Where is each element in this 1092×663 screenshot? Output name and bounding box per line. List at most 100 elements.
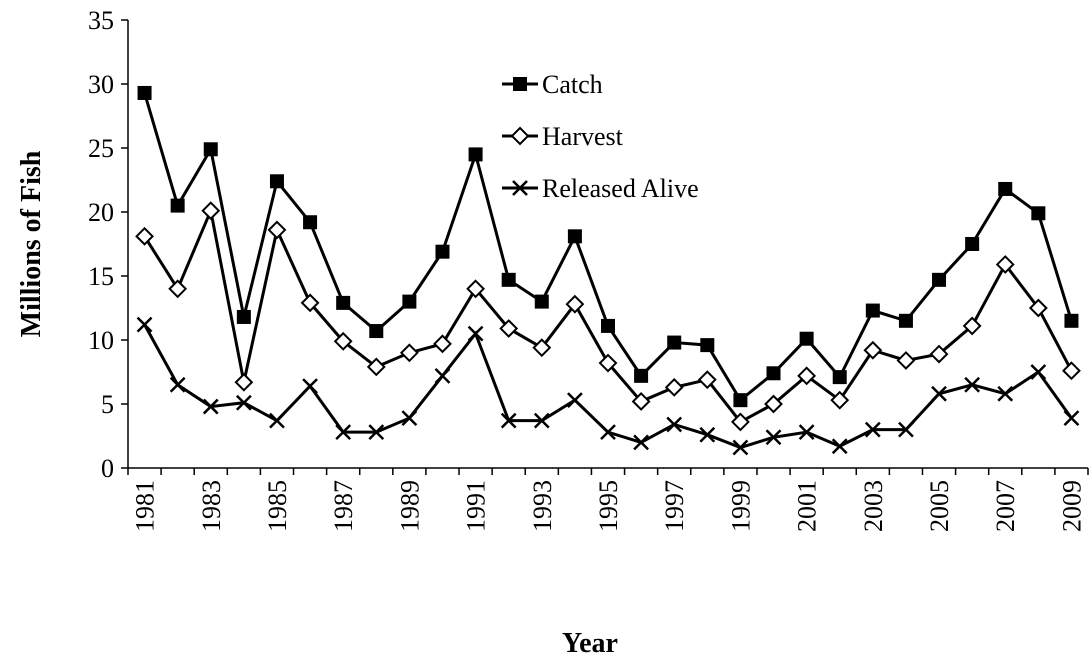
- data-point: [433, 334, 452, 354]
- data-point: [998, 181, 1013, 196]
- data-point: [798, 424, 815, 441]
- data-point: [533, 412, 550, 429]
- data-point: [402, 294, 417, 309]
- data-point: [532, 338, 552, 358]
- data-point: [865, 303, 880, 318]
- y-tick-label: 35: [88, 6, 114, 35]
- x-tick-label: 2003: [859, 480, 888, 532]
- x-tick-label: 1985: [263, 480, 292, 532]
- y-tick-label: 5: [101, 390, 114, 419]
- data-point: [267, 220, 287, 240]
- data-point: [929, 344, 949, 364]
- series-line: [143, 205, 1073, 424]
- data-point: [667, 335, 682, 350]
- data-point: [335, 424, 352, 441]
- y-axis-title: Millions of Fish: [16, 150, 47, 337]
- data-point: [831, 438, 848, 455]
- x-tick-label: 1997: [660, 480, 689, 532]
- x-tick-label: 1999: [726, 480, 755, 532]
- data-point: [1063, 410, 1080, 426]
- data-point: [898, 421, 914, 438]
- data-point: [666, 416, 683, 433]
- data-point: [732, 439, 749, 456]
- data-point: [995, 255, 1015, 274]
- data-point: [169, 376, 186, 393]
- data-point: [368, 424, 385, 441]
- data-point: [764, 394, 783, 414]
- data-point: [401, 410, 418, 426]
- legend-label: Catch: [542, 70, 603, 99]
- data-point: [863, 340, 883, 360]
- data-point: [799, 331, 814, 346]
- data-point: [434, 367, 451, 384]
- data-point: [333, 331, 353, 351]
- data-point: [300, 293, 320, 313]
- data-point: [601, 318, 615, 333]
- legend-marker: [510, 126, 530, 146]
- data-point: [269, 174, 284, 189]
- legend-label: Harvest: [542, 122, 624, 151]
- y-tick-label: 15: [88, 262, 114, 291]
- data-point: [733, 393, 748, 408]
- data-point: [598, 353, 618, 373]
- legend-marker: [513, 77, 527, 91]
- x-tick-label: 1993: [528, 480, 557, 532]
- data-point: [1062, 361, 1081, 381]
- data-point: [336, 295, 351, 310]
- data-point: [135, 226, 154, 246]
- y-tick-label: 0: [101, 454, 114, 483]
- data-point: [467, 325, 484, 342]
- data-point: [965, 237, 980, 251]
- data-point: [136, 316, 153, 333]
- data-point: [730, 412, 750, 432]
- data-point: [534, 294, 549, 309]
- data-point: [567, 392, 583, 409]
- data-point: [399, 343, 419, 363]
- y-tick-label: 10: [88, 326, 114, 355]
- series-line: [143, 323, 1073, 450]
- x-tick-label: 1987: [329, 480, 358, 532]
- data-point: [501, 272, 516, 287]
- data-point: [1028, 298, 1048, 318]
- data-point: [565, 294, 585, 314]
- data-point: [203, 142, 218, 157]
- data-point: [633, 434, 649, 451]
- data-point: [932, 272, 947, 287]
- data-point: [201, 201, 221, 221]
- data-point: [499, 319, 519, 338]
- legend-label: Released Alive: [542, 174, 699, 203]
- data-point: [1031, 206, 1046, 221]
- x-tick-label: 1995: [594, 480, 623, 532]
- x-tick-label: 1991: [462, 480, 491, 532]
- data-point: [170, 198, 185, 213]
- x-tick-label: 2001: [793, 480, 822, 532]
- data-point: [303, 215, 318, 230]
- data-point: [832, 370, 847, 385]
- data-point: [234, 372, 254, 392]
- x-tick-label: 1981: [131, 480, 160, 532]
- data-point: [202, 398, 219, 415]
- data-point: [466, 279, 486, 299]
- x-tick-label: 2007: [991, 480, 1020, 532]
- data-point: [830, 390, 850, 410]
- data-point: [797, 366, 817, 386]
- data-point: [898, 313, 913, 328]
- data-point: [168, 279, 188, 299]
- data-point: [1030, 364, 1047, 380]
- data-point: [600, 424, 616, 441]
- y-tick-label: 30: [88, 70, 114, 99]
- x-tick-label: 2009: [1057, 480, 1086, 532]
- legend-marker: [512, 180, 528, 196]
- data-point: [864, 421, 881, 438]
- data-point: [137, 85, 152, 100]
- data-point: [269, 412, 285, 429]
- data-point: [1064, 313, 1079, 328]
- data-point: [567, 229, 582, 244]
- data-point: [236, 309, 251, 324]
- data-point: [997, 385, 1014, 402]
- data-point: [366, 357, 386, 377]
- x-tick-label: 2005: [925, 480, 954, 532]
- data-point: [697, 370, 717, 390]
- data-point: [931, 385, 947, 402]
- data-point: [435, 244, 450, 259]
